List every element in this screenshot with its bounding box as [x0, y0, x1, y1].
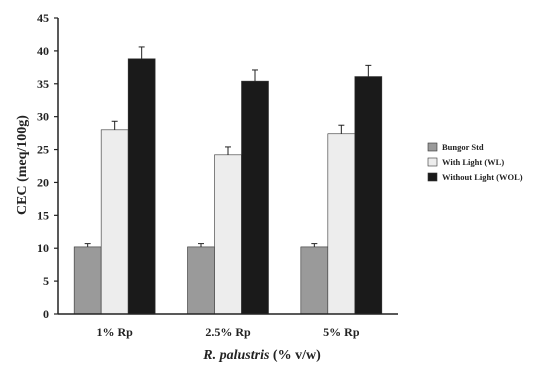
bar-2-2	[354, 76, 383, 315]
error-bars-group	[84, 46, 372, 247]
y-tick-label: 5	[43, 274, 49, 288]
bar-2-1	[241, 80, 269, 315]
y-tick-label: 35	[37, 77, 49, 91]
y-tick-label: 10	[37, 241, 49, 255]
bars-group	[73, 58, 383, 315]
y-axis-ticks: 0 5 10 15 20 25 30 35 40 45	[37, 11, 58, 321]
y-tick-label: 40	[37, 44, 49, 58]
bar-1-2	[327, 133, 356, 315]
x-axis-title: R. palustris (% v/w)	[202, 348, 321, 363]
x-axis-title-italic: R. palustris	[202, 348, 270, 363]
bar-2-0	[127, 58, 156, 315]
y-tick-label: 25	[37, 143, 49, 157]
legend-swatch	[427, 142, 438, 152]
legend-swatch	[427, 172, 438, 182]
legend-label: With Light (WL)	[442, 157, 504, 167]
legend-label: Without Light (WOL)	[442, 172, 523, 182]
y-tick-label: 45	[37, 11, 49, 25]
x-axis-category-labels: 1% Rp 2.5% Rp 5% Rp	[96, 325, 359, 339]
y-tick-label: 20	[37, 175, 49, 189]
y-tick-label: 30	[37, 110, 49, 124]
x-category-label: 1% Rp	[96, 325, 133, 339]
bar-0-2	[300, 246, 329, 315]
x-category-label: 5% Rp	[323, 325, 360, 339]
y-axis-title: CEC (meq/100g)	[15, 115, 30, 215]
legend: Bungor Std With Light (WL) Without Light (…	[427, 142, 523, 182]
x-axis-title-unit: (% v/w)	[269, 348, 321, 363]
bar-0-0	[73, 246, 102, 315]
legend-swatch	[427, 157, 438, 167]
bar-1-0	[100, 129, 129, 315]
y-tick-label: 15	[37, 208, 49, 222]
bar-0-1	[187, 246, 215, 315]
legend-label: Bungor Std	[442, 142, 484, 152]
x-category-label: 2.5% Rp	[205, 325, 251, 339]
bar-1-1	[214, 154, 242, 315]
y-tick-label: 0	[43, 307, 49, 321]
